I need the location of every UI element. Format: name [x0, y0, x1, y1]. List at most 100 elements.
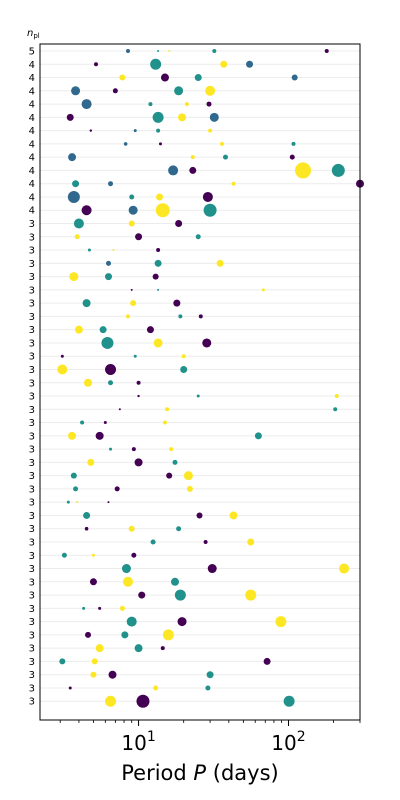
- row-label: 4: [29, 139, 35, 150]
- planet-point: [205, 685, 211, 691]
- planet-point: [263, 657, 271, 665]
- planet-point: [87, 248, 91, 252]
- planet-point: [334, 394, 339, 399]
- planet-point: [205, 85, 216, 96]
- row-label: 3: [29, 312, 35, 323]
- row-label: 3: [29, 577, 35, 588]
- row-label: 3: [29, 299, 35, 310]
- planet-point: [160, 73, 169, 82]
- planet-point: [103, 421, 107, 425]
- planet-point: [196, 394, 200, 398]
- row-label: 3: [29, 511, 35, 522]
- planet-point: [61, 552, 67, 558]
- planet-point: [207, 564, 217, 574]
- planet-point: [83, 511, 91, 519]
- planet-point: [178, 314, 183, 319]
- row-label: 3: [29, 259, 35, 270]
- planet-point: [126, 616, 137, 627]
- row-label: 3: [29, 431, 35, 442]
- planet-point: [74, 325, 83, 334]
- planet-point: [171, 577, 180, 586]
- row-label: 3: [29, 458, 35, 469]
- row-label: 4: [29, 86, 35, 97]
- planet-point: [206, 671, 214, 679]
- row-label: 3: [29, 325, 35, 336]
- planet-point: [119, 74, 126, 81]
- row-label: 4: [29, 153, 35, 164]
- planet-point: [105, 695, 117, 707]
- planet-point: [203, 539, 208, 544]
- planet-point: [135, 233, 143, 241]
- planet-point: [153, 338, 163, 348]
- planet-point: [137, 394, 140, 398]
- planet-point: [133, 354, 137, 358]
- planet-point: [66, 500, 70, 504]
- planet-point: [231, 181, 236, 186]
- planet-point: [72, 180, 80, 188]
- planet-point: [168, 165, 179, 176]
- planet-point: [136, 380, 141, 385]
- planet-point: [73, 218, 84, 229]
- planet-point: [128, 525, 135, 532]
- row-label: 3: [29, 246, 35, 257]
- planet-point: [152, 273, 159, 280]
- planet-point: [261, 288, 265, 292]
- planet-point: [71, 86, 81, 96]
- planet-point: [81, 99, 92, 110]
- planet-point: [184, 102, 189, 107]
- planet-point: [129, 194, 135, 200]
- planet-point: [157, 50, 160, 52]
- planet-point: [153, 685, 159, 691]
- planet-point: [85, 631, 92, 638]
- planet-point: [130, 300, 137, 307]
- planet-point: [121, 631, 129, 639]
- planet-point: [89, 129, 92, 132]
- planet-point: [190, 155, 195, 160]
- planet-point: [169, 447, 174, 452]
- row-label: 4: [29, 113, 35, 124]
- planet-point: [134, 458, 143, 467]
- row-label: 3: [29, 657, 35, 668]
- row-label: 4: [29, 73, 35, 84]
- planet-point: [128, 220, 135, 227]
- planet-point: [150, 539, 156, 545]
- planet-point: [128, 205, 138, 215]
- planet-point: [112, 249, 115, 252]
- planet-point: [183, 471, 193, 481]
- planet-points: [57, 49, 364, 708]
- row-label: 3: [29, 418, 35, 429]
- planet-point: [291, 74, 298, 81]
- planet-point: [121, 564, 131, 574]
- planet-point: [247, 538, 255, 546]
- row-label: 3: [29, 392, 35, 403]
- row-label: 3: [29, 604, 35, 615]
- planet-point: [162, 629, 174, 641]
- planet-point: [168, 50, 171, 52]
- planet-point: [133, 129, 137, 133]
- row-label: 3: [29, 591, 35, 602]
- planet-point: [60, 354, 64, 358]
- row-label: 4: [29, 60, 35, 71]
- planet-point: [216, 259, 224, 267]
- planet-point: [108, 670, 117, 679]
- planet-point: [245, 589, 257, 601]
- planet-point: [125, 314, 130, 319]
- planet-point: [108, 380, 114, 386]
- planet-point: [166, 472, 173, 479]
- row-label: 3: [29, 670, 35, 681]
- planet-point: [152, 111, 164, 123]
- planet-point: [254, 432, 262, 440]
- planet-point: [194, 74, 202, 82]
- row-label: 3: [29, 524, 35, 535]
- planet-point: [80, 420, 85, 425]
- planet-point: [105, 260, 111, 266]
- planet-point: [156, 248, 161, 253]
- planet-point: [134, 644, 143, 653]
- row-label: 5: [29, 47, 35, 58]
- row-label: 3: [29, 484, 35, 495]
- planet-point: [84, 526, 89, 531]
- planet-point: [331, 163, 345, 177]
- planet-point: [219, 141, 224, 146]
- x-tick-label: 102: [271, 729, 305, 755]
